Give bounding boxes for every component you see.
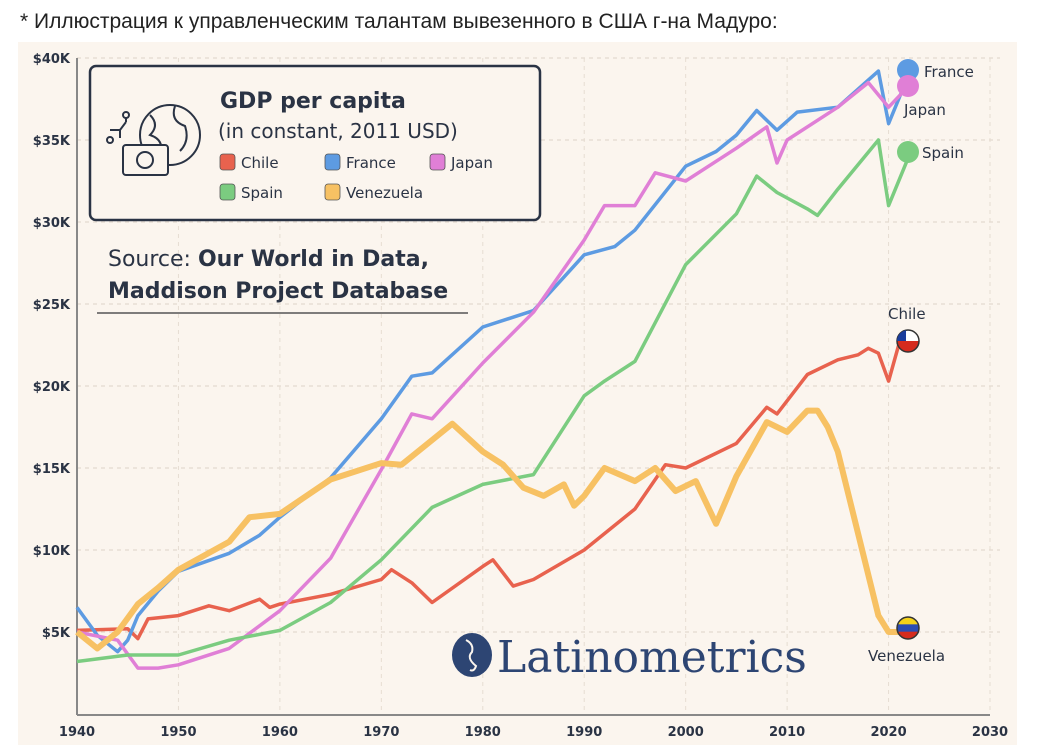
source-text: Source: Our World in Data, — [108, 247, 429, 272]
end-marker-venezuela: Venezuela — [868, 616, 945, 665]
chart-subtitle: (in constant, 2011 USD) — [218, 119, 458, 143]
legend-swatch — [219, 183, 236, 201]
france-dot — [897, 59, 919, 81]
y-tick-label: $25K — [33, 298, 71, 313]
end-label: Spain — [922, 144, 964, 162]
y-tick-label: $30K — [33, 216, 71, 231]
legend-swatch — [429, 153, 446, 171]
flag-stripe — [897, 624, 919, 633]
logo-map-icon — [452, 633, 492, 677]
page-caption: * Иллюстрация к управленческим талантам … — [20, 10, 778, 33]
x-tick-label: 2030 — [972, 725, 1008, 740]
chart-title: GDP per capita — [220, 89, 406, 114]
source-name-2: Maddison Project Database — [108, 279, 448, 304]
flag-stripe — [897, 631, 919, 639]
y-tick-label: $15K — [33, 462, 71, 477]
legend-item-chile: Chile — [219, 153, 279, 172]
legend-label: France — [346, 154, 396, 172]
x-tick-label: 1950 — [160, 725, 196, 740]
y-tick-label: $10K — [33, 544, 71, 559]
x-tick-label: 1980 — [465, 725, 501, 740]
axes: $5K $10K $15K $20K $25K $30K $35K $40K 1940 1950 1… — [33, 52, 1008, 740]
globe-money-icon — [106, 104, 201, 176]
end-label: Japan — [903, 101, 946, 119]
flag-canton — [897, 330, 906, 341]
x-tick-label: 2010 — [769, 725, 805, 740]
flag-stripe — [897, 341, 919, 352]
end-marker-japan: Japan — [897, 75, 946, 119]
flag-stripe — [897, 330, 919, 342]
y-tick-label: $20K — [33, 380, 71, 395]
legend-swatch — [324, 153, 341, 171]
venezuela-flag-icon — [896, 616, 920, 640]
spain-dot — [897, 141, 919, 163]
brand-name: Latinometrics — [497, 632, 807, 683]
end-marker-chile: Chile — [888, 305, 926, 353]
end-label: Chile — [888, 305, 926, 323]
latinometrics-logo: Latinometrics — [452, 632, 807, 683]
legend-label: Chile — [241, 154, 279, 172]
series-line-chile — [76, 340, 910, 641]
series-line-japan — [76, 80, 911, 670]
series-line-spain — [76, 138, 911, 664]
end-marker-france: France — [897, 59, 974, 81]
legend-label: Venezuela — [346, 184, 423, 202]
japan-dot — [897, 75, 919, 97]
legend-item-venezuela: Venezuela — [324, 183, 423, 202]
series-lines — [75, 69, 911, 670]
series-line-france — [75, 69, 911, 654]
x-tick-label: 1960 — [262, 725, 298, 740]
y-tick-label: $40K — [33, 52, 71, 67]
x-tick-label: 2000 — [668, 725, 704, 740]
x-tick-label: 1990 — [566, 725, 602, 740]
x-tick-label: 1940 — [59, 725, 95, 740]
legend-items: Chile France Japan Spain Venezuela — [219, 153, 493, 202]
legend-item-spain: Spain — [219, 183, 283, 202]
flag-stripe — [897, 617, 919, 625]
legend-label: Spain — [241, 184, 283, 202]
y-tick-label: $35K — [33, 134, 71, 149]
legend-label: Japan — [450, 154, 493, 172]
legend-box: GDP per capita (in constant, 2011 USD) C… — [88, 64, 542, 222]
x-tick-label: 2020 — [870, 725, 906, 740]
legend-swatch — [324, 183, 341, 201]
source-label: Source: — [108, 247, 191, 272]
legend-item-france: France — [324, 153, 396, 172]
end-labels: Chile France Japan Spain Venezuela — [868, 59, 974, 665]
end-marker-spain: Spain — [897, 141, 964, 163]
end-label: France — [924, 63, 974, 81]
legend-swatch — [219, 153, 236, 171]
legend-item-japan: Japan — [429, 153, 493, 172]
source-name-1: Our World in Data, — [198, 247, 429, 272]
x-tick-label: 1970 — [363, 725, 399, 740]
series-line-venezuela — [75, 407, 911, 652]
y-tick-label: $5K — [42, 626, 71, 641]
end-label: Venezuela — [868, 647, 945, 665]
